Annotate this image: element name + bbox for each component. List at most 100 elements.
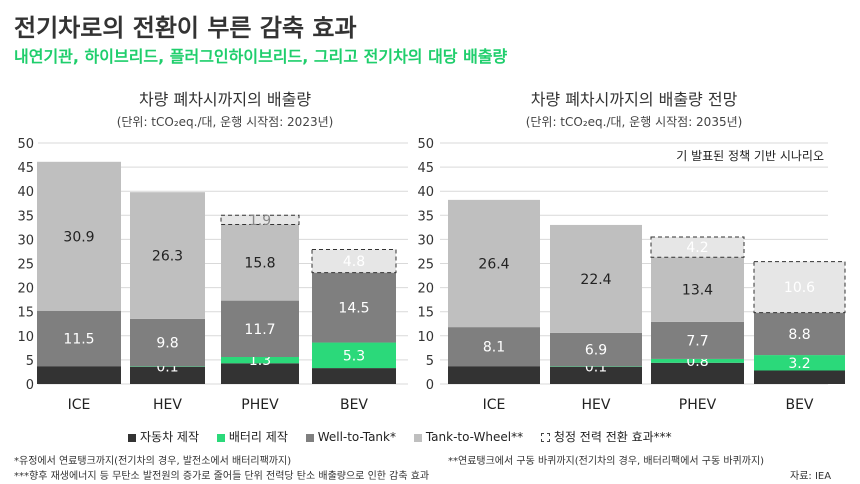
legend-item-clean-power: 청정 전력 전환 효과*** bbox=[540, 428, 672, 445]
chart2-data-label: 8.8 bbox=[788, 327, 810, 343]
footnote-2: **연료탱크에서 구동 바퀴까지(전기차의 경우, 배터리팩에서 구동 바퀴까지… bbox=[448, 456, 765, 467]
source-note: 자료: IEA bbox=[790, 471, 832, 482]
chart2-title: 차량 폐차시까지의 배출량 전망 bbox=[530, 90, 738, 109]
chart2-data-label: 3.2 bbox=[788, 356, 810, 372]
chart2-ytick-label: 25 bbox=[417, 258, 434, 273]
chart2-ytick-label: 40 bbox=[417, 185, 434, 200]
chart1-bar-phev-manufacturing bbox=[221, 363, 299, 384]
chart1-data-label: 26.3 bbox=[152, 249, 183, 265]
chart2-bar-phev-manufacturing bbox=[651, 362, 744, 384]
chart2-category-label: HEV bbox=[582, 397, 611, 413]
chart1-ytick-label: 20 bbox=[17, 282, 34, 297]
chart2-data-label: 7.7 bbox=[686, 333, 708, 349]
chart2-bar-hev-tank-to-wheel bbox=[550, 224, 642, 333]
legend-swatch-tank-to-wheel bbox=[413, 433, 422, 442]
chart2-bar-phev-well-to-tank bbox=[651, 321, 744, 359]
chart2-bar-ice-manufacturing bbox=[448, 366, 540, 384]
chart1-ytick-label: 0 bbox=[26, 378, 34, 393]
chart1-data-label: 1.3 bbox=[249, 353, 271, 369]
chart1-data-label: 11.5 bbox=[63, 331, 94, 347]
chart2-ytick-label: 10 bbox=[417, 330, 434, 345]
legend: 자동차 제작 배터리 제작 Well-to-Tank* Tank-to-Whee… bbox=[128, 428, 848, 445]
legend-swatch-manufacturing bbox=[128, 433, 136, 442]
chart2-data-label: 8.1 bbox=[483, 340, 505, 356]
chart2-annotation: 기 발표된 정책 기반 시나리오 bbox=[676, 148, 824, 163]
legend-item-well-to-tank: Well-to-Tank* bbox=[305, 430, 396, 444]
chart1-category-label: BEV bbox=[340, 397, 368, 413]
chart2-category-label: PHEV bbox=[679, 397, 717, 413]
chart2-ytick-label: 15 bbox=[417, 306, 434, 321]
chart1-category-label: HEV bbox=[153, 397, 182, 413]
legend-item-battery: 배터리 제작 bbox=[216, 428, 288, 445]
footnote-3: ***향후 재생에너지 등 무탄소 발전원의 증가로 줄어들 단위 전력당 탄소… bbox=[14, 471, 430, 482]
page-subtitle: 내연기관, 하이브리드, 플러그인하이브리드, 그리고 전기차의 대당 배출량 bbox=[14, 47, 508, 66]
chart1-category-label: PHEV bbox=[241, 397, 279, 413]
chart2-data-label: 13.4 bbox=[682, 283, 713, 299]
chart2-ytick-label: 50 bbox=[417, 137, 434, 152]
chart1-ytick-label: 30 bbox=[17, 233, 34, 248]
legend-label-tank-to-wheel: Tank-to-Wheel** bbox=[425, 430, 524, 444]
chart1-bar-phev-tank-to-wheel bbox=[221, 224, 299, 301]
chart1-bar-ice-tank-to-wheel bbox=[37, 161, 121, 311]
chart1-unit: (단위: tCO₂eq./대, 운행 시작점: 2023년) bbox=[116, 115, 334, 129]
chart1-bar-phev-battery bbox=[221, 357, 299, 364]
chart2-bar-phev-tank-to-wheel bbox=[651, 257, 744, 322]
chart1-ytick-label: 10 bbox=[17, 330, 34, 345]
chart2-data-label: 10.6 bbox=[784, 280, 815, 296]
chart1-data-label: 4.8 bbox=[343, 254, 365, 270]
legend-item-manufacturing: 자동차 제작 bbox=[128, 428, 199, 445]
chart1-bar-hev-well-to-tank bbox=[130, 318, 205, 367]
chart1-bar-hev-manufacturing bbox=[130, 366, 205, 384]
chart1-ytick-label: 35 bbox=[17, 209, 34, 224]
charts-svg: 0510152025303540455011.530.9ICE0.19.826.… bbox=[17, 137, 846, 413]
legend-label-well-to-tank: Well-to-Tank* bbox=[317, 430, 396, 444]
legend-label-manufacturing: 자동차 제작 bbox=[140, 430, 200, 444]
chart2-bar-phev-battery bbox=[651, 358, 744, 363]
chart2-unit: (단위: tCO₂eq./대, 운행 시작점: 2035년) bbox=[525, 115, 743, 129]
legend-label-clean-power: 청정 전력 전환 효과*** bbox=[553, 430, 672, 444]
chart2-bar-phev-clean-power bbox=[650, 236, 745, 258]
chart1-bar-hev-tank-to-wheel bbox=[130, 192, 205, 319]
chart1-bar-bev-well-to-tank bbox=[312, 272, 396, 343]
chart1-category-label: ICE bbox=[68, 397, 91, 413]
chart1-bar-phev-well-to-tank bbox=[221, 300, 299, 358]
chart1-bar-bev-battery bbox=[312, 342, 396, 369]
chart2-data-label: 26.4 bbox=[478, 257, 509, 273]
chart2-data-label: 4.2 bbox=[686, 240, 708, 256]
chart2-bar-ice-tank-to-wheel bbox=[448, 199, 540, 328]
chart1-data-label: 9.8 bbox=[156, 336, 178, 352]
legend-swatch-clean-power bbox=[540, 433, 550, 442]
chart1-ytick-label: 5 bbox=[26, 354, 34, 369]
legend-label-battery: 배터리 제작 bbox=[228, 430, 288, 444]
footnote-1: *유정에서 연료탱크까지(전기차의 경우, 발전소에서 배터리팩까지) bbox=[14, 456, 292, 467]
chart2-data-label: 6.9 bbox=[585, 343, 607, 359]
chart1-bar-ice-well-to-tank bbox=[37, 310, 121, 367]
chart1-data-label: 15.8 bbox=[244, 256, 275, 272]
chart1-ytick-label: 50 bbox=[17, 137, 34, 152]
legend-item-tank-to-wheel: Tank-to-Wheel** bbox=[413, 430, 524, 444]
chart2-bar-bev-clean-power bbox=[753, 261, 846, 314]
page-title: 전기차로의 전환이 부른 감축 효과 bbox=[14, 14, 357, 42]
chart1-bar-phev-clean-power bbox=[220, 214, 300, 225]
chart2-category-label: BEV bbox=[785, 397, 813, 413]
chart2-bar-bev-battery bbox=[754, 355, 845, 371]
chart2-data-label: 22.4 bbox=[580, 272, 611, 288]
chart1-bar-ice-manufacturing bbox=[37, 366, 121, 384]
chart1-data-label: 5.3 bbox=[343, 348, 365, 364]
chart1-bar-bev-clean-power bbox=[311, 249, 397, 274]
chart2-bar-hev-manufacturing bbox=[550, 366, 642, 384]
chart1-ytick-label: 15 bbox=[17, 306, 34, 321]
chart1-ytick-label: 25 bbox=[17, 258, 34, 273]
legend-swatch-well-to-tank bbox=[305, 433, 314, 442]
chart2-ytick-label: 30 bbox=[417, 233, 434, 248]
chart1-data-label: 30.9 bbox=[63, 229, 94, 245]
chart1-data-label: 1.9 bbox=[249, 213, 271, 229]
legend-swatch-battery bbox=[216, 433, 225, 442]
chart1-title: 차량 폐차시까지의 배출량 bbox=[138, 90, 312, 109]
chart2-category-label: ICE bbox=[483, 397, 506, 413]
chart2-bar-hev-well-to-tank bbox=[550, 332, 642, 367]
chart1-data-label: 14.5 bbox=[338, 301, 369, 317]
chart2-ytick-label: 35 bbox=[417, 209, 434, 224]
chart1-data-label: 11.7 bbox=[244, 322, 275, 338]
chart2-bar-bev-manufacturing bbox=[754, 370, 845, 384]
